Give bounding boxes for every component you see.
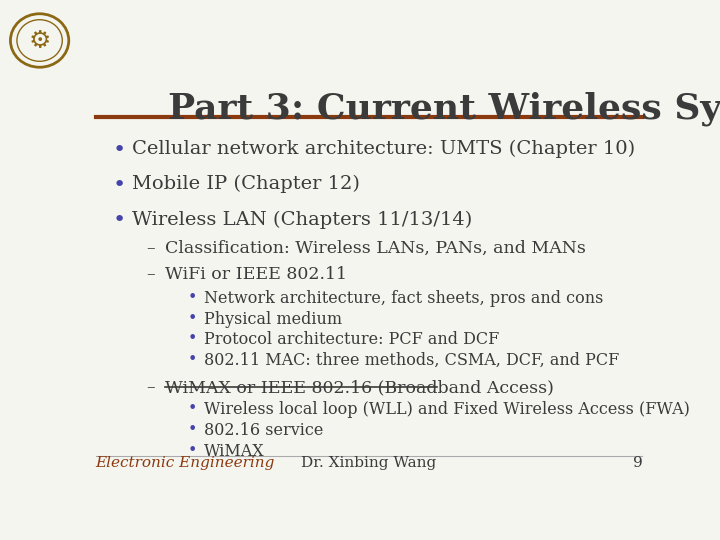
Text: Physical medium: Physical medium [204, 310, 343, 328]
Text: •: • [112, 210, 125, 231]
Text: 9: 9 [633, 456, 642, 470]
Text: •: • [188, 310, 197, 326]
Text: –: – [145, 240, 154, 257]
Text: WiMAX: WiMAX [204, 443, 265, 460]
Text: •: • [188, 290, 197, 305]
Text: •: • [188, 332, 197, 346]
Text: Wireless LAN (Chapters 11/13/14): Wireless LAN (Chapters 11/13/14) [132, 210, 472, 228]
Text: Wireless local loop (WLL) and Fixed Wireless Access (FWA): Wireless local loop (WLL) and Fixed Wire… [204, 401, 690, 418]
Text: Network architecture, fact sheets, pros and cons: Network architecture, fact sheets, pros … [204, 290, 604, 307]
Text: Part 3: Current Wireless Systems: Part 3: Current Wireless Systems [168, 92, 720, 126]
Text: –: – [145, 379, 154, 396]
Text: Mobile IP (Chapter 12): Mobile IP (Chapter 12) [132, 175, 360, 193]
Text: •: • [188, 422, 197, 437]
Text: •: • [188, 352, 197, 367]
Text: Classification: Wireless LANs, PANs, and MANs: Classification: Wireless LANs, PANs, and… [166, 240, 586, 257]
Text: ⚙: ⚙ [28, 29, 51, 52]
Text: •: • [188, 401, 197, 416]
Text: •: • [112, 140, 125, 160]
Text: Cellular network architecture: UMTS (Chapter 10): Cellular network architecture: UMTS (Cha… [132, 140, 635, 158]
Text: –: – [145, 266, 154, 283]
Text: Protocol architecture: PCF and DCF: Protocol architecture: PCF and DCF [204, 332, 500, 348]
Text: WiMAX or IEEE 802.16 (Broadband Access): WiMAX or IEEE 802.16 (Broadband Access) [166, 379, 554, 396]
Text: 802.11 MAC: three methods, CSMA, DCF, and PCF: 802.11 MAC: three methods, CSMA, DCF, an… [204, 352, 620, 369]
Text: Electronic Engineering: Electronic Engineering [96, 456, 275, 470]
Text: 802.16 service: 802.16 service [204, 422, 324, 439]
Text: •: • [112, 175, 125, 195]
Text: WiFi or IEEE 802.11: WiFi or IEEE 802.11 [166, 266, 347, 283]
Text: •: • [188, 443, 197, 458]
Text: Dr. Xinbing Wang: Dr. Xinbing Wang [302, 456, 436, 470]
